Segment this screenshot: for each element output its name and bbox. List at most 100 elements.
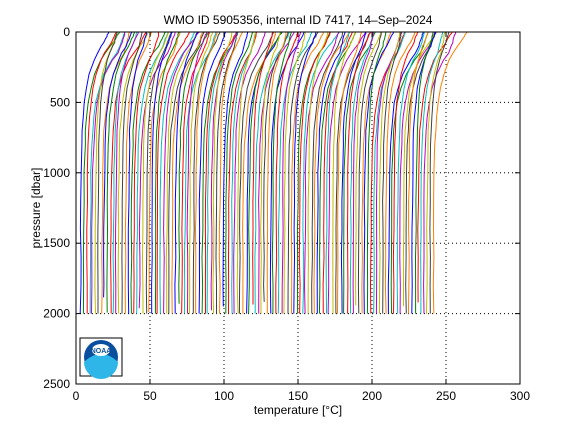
y-axis: 0 500 1000 1500 2000 2500 — [43, 25, 520, 391]
profile-line — [252, 32, 274, 305]
profile-line — [266, 32, 287, 314]
profile-line — [402, 32, 437, 307]
noaa-logo-text: NOAA — [91, 348, 112, 355]
y-tick-label: 2500 — [43, 377, 70, 391]
profile-line — [227, 32, 258, 314]
profile-line — [373, 32, 407, 314]
profile-line — [271, 32, 292, 314]
profile-line — [192, 32, 221, 314]
profile-line — [168, 32, 205, 314]
profile-line — [183, 32, 217, 314]
profile-line — [275, 32, 299, 314]
profile-line — [311, 32, 344, 314]
profile-line — [307, 32, 329, 314]
profile-line — [387, 32, 424, 314]
x-tick-label: 200 — [362, 389, 382, 403]
profile-line — [322, 32, 354, 314]
profile-line — [127, 32, 147, 314]
profile-line — [355, 32, 383, 306]
profile-line — [384, 32, 416, 314]
profile-line — [82, 32, 121, 314]
profile-line — [337, 32, 362, 314]
x-tick-label: 100 — [214, 389, 234, 403]
profile-line — [396, 32, 425, 314]
profile-line — [298, 32, 331, 314]
profile-line — [411, 32, 437, 314]
profile-line — [352, 32, 374, 314]
profile-line — [293, 32, 317, 314]
y-tick-label: 1000 — [43, 166, 70, 180]
profile-line — [174, 32, 199, 314]
profile-line — [287, 32, 319, 314]
profile-line — [215, 32, 238, 314]
profile-line — [382, 32, 402, 314]
profile-line — [283, 32, 306, 314]
profile-line — [79, 32, 110, 314]
profile-line — [178, 32, 210, 304]
profile-line — [340, 32, 367, 314]
profile-line — [154, 32, 180, 314]
profile-line — [194, 32, 218, 314]
profile-line — [327, 32, 366, 314]
profile-line — [303, 32, 340, 314]
profile-line — [124, 32, 153, 314]
x-axis: 0 50 100 150 200 250 300 — [73, 32, 530, 403]
profile-line — [420, 32, 444, 314]
profile-line — [369, 32, 406, 314]
profile-line — [426, 32, 446, 314]
profile-line — [133, 32, 160, 314]
profile-line — [343, 32, 376, 314]
profile-line — [361, 32, 392, 314]
x-axis-label: temperature [°C] — [254, 403, 342, 417]
profile-line — [130, 32, 166, 314]
profile-line — [392, 32, 419, 314]
profile-line — [366, 32, 387, 314]
profile-line — [141, 32, 170, 314]
y-axis-label: pressure [dbar] — [29, 168, 43, 249]
profile-line — [198, 32, 226, 314]
profile-line — [432, 32, 468, 314]
x-tick-label: 150 — [288, 389, 308, 403]
profile-line — [121, 32, 143, 314]
profile-line — [316, 32, 346, 314]
profile-line — [145, 32, 172, 314]
y-tick-label: 2000 — [43, 307, 70, 321]
x-tick-label: 50 — [143, 389, 157, 403]
profile-line — [429, 32, 450, 314]
x-tick-label: 0 — [73, 389, 80, 403]
profile-line — [260, 32, 281, 314]
profile-line — [417, 32, 453, 303]
profile-lines — [79, 32, 468, 314]
profile-line — [363, 32, 395, 314]
profile-line — [414, 32, 434, 314]
profile-line — [212, 32, 233, 314]
profile-line — [313, 32, 350, 314]
profile-line — [290, 32, 324, 314]
y-tick-label: 0 — [63, 25, 70, 39]
profile-line — [254, 32, 290, 314]
profile-line — [103, 32, 133, 298]
profile-line — [204, 32, 237, 314]
y-tick-label: 1500 — [43, 236, 70, 250]
y-tick-label: 500 — [50, 95, 70, 109]
profile-line — [218, 32, 243, 314]
profile-line — [181, 32, 210, 314]
profile-line — [114, 32, 139, 314]
profile-line — [151, 32, 173, 314]
noaa-logo: NOAA — [79, 337, 123, 379]
x-tick-label: 250 — [436, 389, 456, 403]
profile-line — [281, 32, 302, 314]
profile-line — [242, 32, 277, 314]
profile-line — [236, 32, 257, 314]
profile-line — [423, 32, 457, 314]
profile-line — [263, 32, 289, 302]
profile-line — [346, 32, 372, 314]
profile-line — [378, 32, 401, 314]
profile-line — [106, 32, 136, 313]
profile-line — [89, 32, 126, 314]
profile-line — [159, 32, 195, 314]
profile-line — [258, 32, 295, 314]
profile-line — [222, 32, 248, 307]
profile-line — [332, 32, 356, 314]
